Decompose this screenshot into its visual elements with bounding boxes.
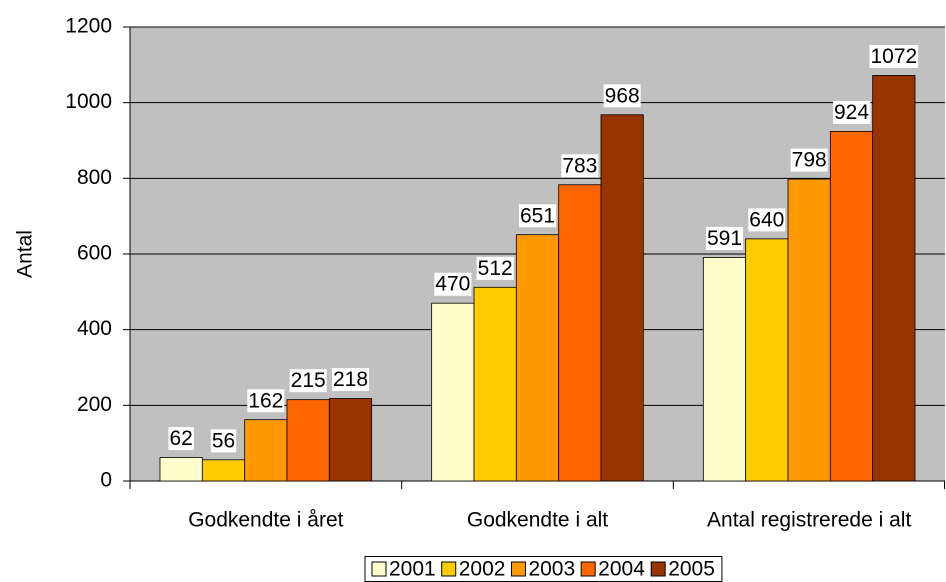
data-label-bg xyxy=(247,389,285,413)
data-label: 1072 xyxy=(870,45,917,68)
bar xyxy=(286,399,330,482)
legend-label: 2002 xyxy=(459,558,506,581)
data-label-bg xyxy=(748,208,786,232)
x-tick-label: Antal registrerede i alt xyxy=(707,509,911,532)
bar xyxy=(431,302,475,482)
bar xyxy=(159,457,203,482)
y-tick-label: 0 xyxy=(100,469,112,492)
data-label: 651 xyxy=(520,204,555,227)
legend-swatch xyxy=(371,561,387,577)
y-tick-label: 600 xyxy=(77,242,112,265)
data-label: 56 xyxy=(212,429,235,452)
bar xyxy=(328,398,373,482)
bar xyxy=(201,459,246,482)
legend-swatch xyxy=(580,561,596,577)
bar xyxy=(244,419,288,482)
data-label: 924 xyxy=(834,101,869,124)
legend-swatch xyxy=(510,561,526,577)
x-tick-label: Godkendte i året xyxy=(188,509,343,532)
data-label-bg xyxy=(289,369,327,393)
data-label-bg xyxy=(476,256,514,280)
data-label: 783 xyxy=(562,154,597,177)
data-label-bg xyxy=(705,226,744,250)
y-tick-label: 800 xyxy=(77,166,112,189)
data-label: 512 xyxy=(478,257,513,280)
y-tick-label: 1200 xyxy=(65,15,112,38)
bar xyxy=(600,114,644,482)
x-tick-label: Godkendte i alt xyxy=(467,509,608,532)
data-label: 470 xyxy=(435,273,470,296)
data-label-bg xyxy=(790,148,828,172)
data-label-bg xyxy=(832,100,871,124)
legend: 2001 2002 2003 2004 2005 xyxy=(364,556,723,582)
data-label: 162 xyxy=(248,389,283,412)
bar xyxy=(515,234,560,482)
legend-swatch xyxy=(441,561,457,577)
bar xyxy=(745,238,789,482)
data-label: 968 xyxy=(605,84,640,107)
data-label: 218 xyxy=(333,368,368,391)
bar xyxy=(558,184,602,482)
data-label: 215 xyxy=(291,369,326,392)
data-label-bg xyxy=(434,272,472,296)
data-label: 640 xyxy=(749,208,784,231)
data-label-bg xyxy=(869,44,919,68)
legend-swatch xyxy=(650,561,666,577)
data-label-bg xyxy=(603,84,641,108)
y-axis-label: Antal xyxy=(14,230,37,278)
bar xyxy=(702,257,747,482)
data-label-bg xyxy=(561,154,599,178)
legend-label: 2001 xyxy=(389,558,436,581)
data-label: 62 xyxy=(169,427,192,450)
data-label-bg xyxy=(331,368,370,392)
data-label-bg xyxy=(168,427,194,451)
data-label: 591 xyxy=(707,227,742,250)
bar xyxy=(787,178,831,482)
legend-label: 2004 xyxy=(598,558,645,581)
bar xyxy=(473,286,517,482)
data-label-bg xyxy=(210,429,237,453)
y-tick-label: 400 xyxy=(77,317,112,340)
y-tick-label: 200 xyxy=(77,393,112,416)
bar xyxy=(829,131,874,482)
data-label: 798 xyxy=(792,149,827,172)
legend-label: 2003 xyxy=(528,558,575,581)
data-label-bg xyxy=(518,204,557,228)
bar xyxy=(872,75,916,482)
y-tick-label: 1000 xyxy=(65,90,112,113)
legend-label: 2005 xyxy=(668,558,715,581)
